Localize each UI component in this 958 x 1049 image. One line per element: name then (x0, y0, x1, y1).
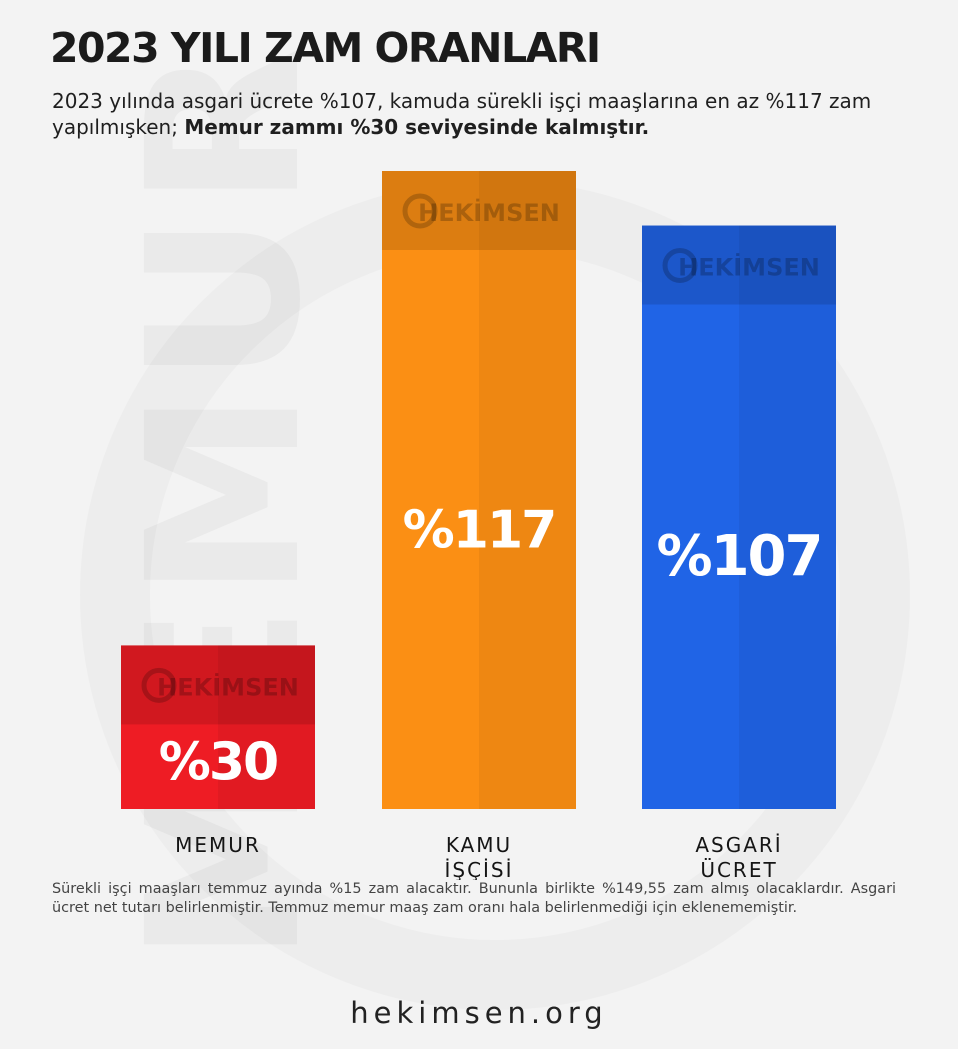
footnote-text: Sürekli işçi maaşları temmuz ayında %15 … (52, 881, 896, 916)
bar-logo-text-2: HEKİMSEN (678, 253, 820, 282)
bar-shade-0 (218, 645, 315, 809)
bar-value-label-2: %107 (656, 524, 821, 589)
website-url: hekimsen.org (350, 996, 608, 1030)
page-title: 2023 YILI ZAM ORANLARI (50, 24, 601, 72)
bar-value-label-1: %117 (403, 501, 556, 561)
bar-shade-2 (739, 225, 836, 809)
category-label-2-0: ASGARİ (695, 833, 782, 857)
bar-logo-icon-2 (662, 248, 698, 284)
subtitle-bold-text: Memur zammı %30 seviyesinde kalmıştır. (184, 115, 650, 139)
bar-logo-text-0: HEKİMSEN (157, 672, 299, 701)
page-subtitle: 2023 yılında asgari ücrete %107, kamuda … (52, 88, 912, 140)
bar-0 (121, 645, 315, 809)
bar-logo-band-0 (121, 645, 315, 725)
bar-logo-text-1: HEKİMSEN (418, 198, 560, 227)
category-label-1-0: KAMU (446, 833, 512, 857)
category-label-0-0: MEMUR (175, 833, 261, 857)
bar-1 (382, 171, 576, 809)
bar-logo-icon-1 (402, 193, 438, 229)
category-label-2-1: ÜCRET (700, 858, 777, 880)
bar-shade-1 (479, 171, 576, 809)
category-label-1-1: İŞÇİSİ (444, 858, 513, 880)
subtitle-regular-text: 2023 yılında asgari ücrete %107, kamuda … (52, 89, 872, 139)
bar-logo-band-2 (642, 225, 836, 305)
bar-logo-band-1 (382, 171, 576, 250)
bar-value-label-0: %30 (159, 732, 277, 792)
bar-logo-icon-0 (141, 667, 177, 703)
bar-2 (642, 225, 836, 809)
